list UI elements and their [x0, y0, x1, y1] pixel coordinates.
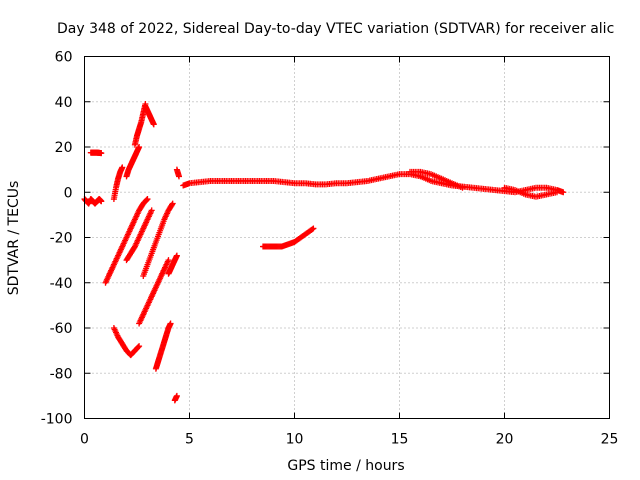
- y-tick-label: 20: [55, 140, 73, 156]
- data-point: [173, 252, 180, 259]
- data-point: [143, 196, 150, 203]
- data-point: [167, 320, 174, 327]
- data-point: [169, 200, 176, 207]
- x-tick-label: 20: [496, 432, 514, 448]
- data-point: [119, 164, 126, 171]
- axis-ticks: [84, 56, 610, 419]
- y-tick-label: -40: [50, 276, 73, 292]
- data-point: [98, 198, 105, 205]
- data-point: [554, 189, 560, 196]
- data-point: [98, 150, 105, 157]
- data-point: [309, 226, 316, 233]
- series-arc-13: [165, 252, 180, 277]
- data-point: [136, 343, 143, 350]
- x-axis-label: GPS time / hours: [287, 458, 404, 474]
- x-tick-label: 15: [391, 432, 409, 448]
- x-tick-label: 5: [185, 432, 194, 448]
- y-tick-label: 60: [55, 50, 73, 66]
- y-tick-label: 0: [64, 185, 73, 201]
- series-arc-3: [102, 196, 151, 286]
- data-point: [560, 189, 567, 196]
- y-tick-label: -80: [50, 366, 73, 382]
- data-point: [148, 207, 155, 214]
- x-tick-labels: 0 5 10 15 20 25: [80, 432, 618, 448]
- data-point: [173, 392, 180, 399]
- series-arc-15: [173, 166, 182, 180]
- x-tick-label: 0: [80, 432, 89, 448]
- grid: [84, 56, 610, 419]
- y-tick-label: -60: [50, 321, 73, 337]
- plot-frame: [84, 56, 610, 419]
- data-point: [150, 121, 157, 128]
- data-point: [144, 196, 151, 203]
- series-arc-9: [136, 257, 172, 327]
- data-point: [136, 144, 143, 150]
- data-point: [176, 173, 182, 180]
- series-arc-1: [81, 196, 105, 207]
- series-arc-18: [501, 184, 560, 200]
- data-point: [165, 257, 172, 264]
- y-tick-label: -20: [50, 231, 73, 247]
- series-arc-8: [110, 325, 143, 359]
- series-arc-14: [171, 392, 180, 404]
- series-arc-4: [110, 164, 126, 203]
- y-tick-labels: -100 -80 -60 -40 -20 0 20 40 60: [41, 50, 73, 428]
- series-arc-2: [87, 149, 105, 157]
- series-arc-7: [142, 103, 157, 128]
- data-point: [310, 225, 317, 232]
- series-arc-16: [180, 171, 567, 196]
- x-tick-label: 10: [286, 432, 304, 448]
- y-axis-label: SDTVAR / TECUs: [6, 181, 22, 296]
- series-arc-19: [260, 225, 317, 250]
- data-point: [459, 184, 466, 191]
- data-point: [135, 343, 142, 350]
- y-tick-label: 40: [55, 95, 73, 111]
- chart-title: Day 348 of 2022, Sidereal Day-to-day VTE…: [57, 21, 614, 37]
- y-tick-label: -100: [41, 412, 73, 428]
- series-arc-5: [123, 144, 143, 180]
- series-arc-11: [123, 207, 155, 264]
- series-arc-12: [152, 320, 174, 372]
- x-tick-label: 25: [601, 432, 619, 448]
- data-points: [81, 101, 567, 404]
- data-point: [169, 201, 175, 208]
- series-arc-17: [407, 168, 466, 191]
- series-arc-10: [140, 200, 176, 279]
